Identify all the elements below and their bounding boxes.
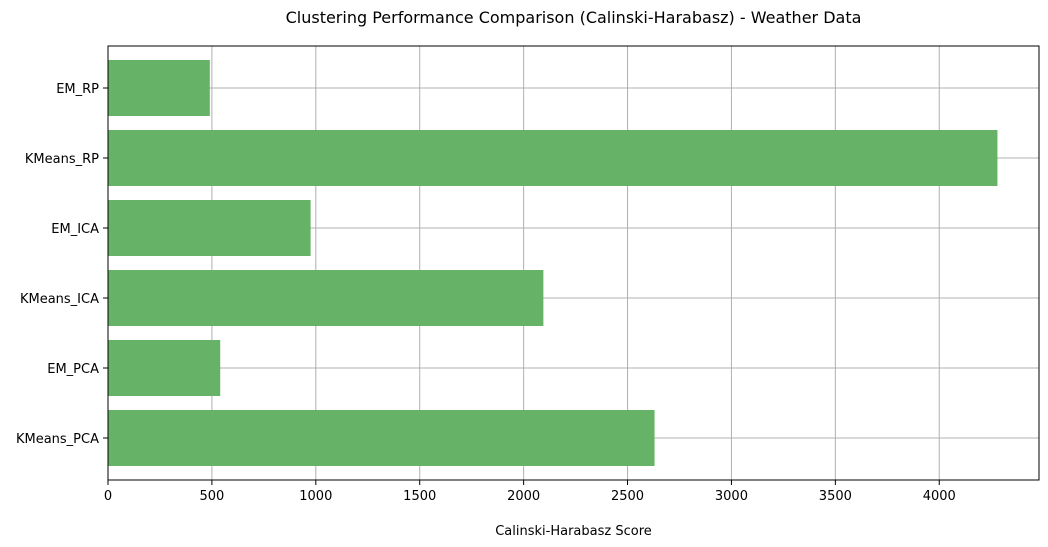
x-tick-label: 2000 [507,489,540,504]
y-tick-label: KMeans_ICA [20,292,99,307]
plot-frame [107,45,1040,481]
y-tick-label: KMeans_RP [25,152,99,167]
x-tick-label: 1000 [299,489,332,504]
bar-kmeans-ica [108,270,544,326]
bar-em-pca [108,340,221,396]
x-tick-label: 500 [199,489,224,504]
chart-title: Clustering Performance Comparison (Calin… [286,8,862,27]
bar-kmeans-rp [108,130,998,186]
x-tick-label: 1500 [403,489,436,504]
x-tick-label: 4000 [923,489,956,504]
x-axis-ticks: 0 500 1000 1500 2000 2500 3000 3500 4000 [104,480,956,504]
x-tick-label: 2500 [611,489,644,504]
x-tick-label: 0 [104,489,112,504]
x-axis-label: Calinski-Harabasz Score [495,524,652,539]
x-tick-label: 3000 [715,489,748,504]
y-tick-label: KMeans_PCA [16,432,99,447]
y-axis-ticks: KMeans_PCA EM_PCA KMeans_ICA EM_ICA KMeans_R… [16,82,108,447]
bar-em-ica [108,200,311,256]
y-tick-label: EM_ICA [51,222,99,237]
x-tick-label: 3500 [819,489,852,504]
bars [108,60,998,466]
bar-em-rp [108,60,210,116]
bar-kmeans-pca [108,410,655,466]
y-tick-label: EM_PCA [47,362,99,377]
y-tick-label: EM_RP [56,82,99,97]
